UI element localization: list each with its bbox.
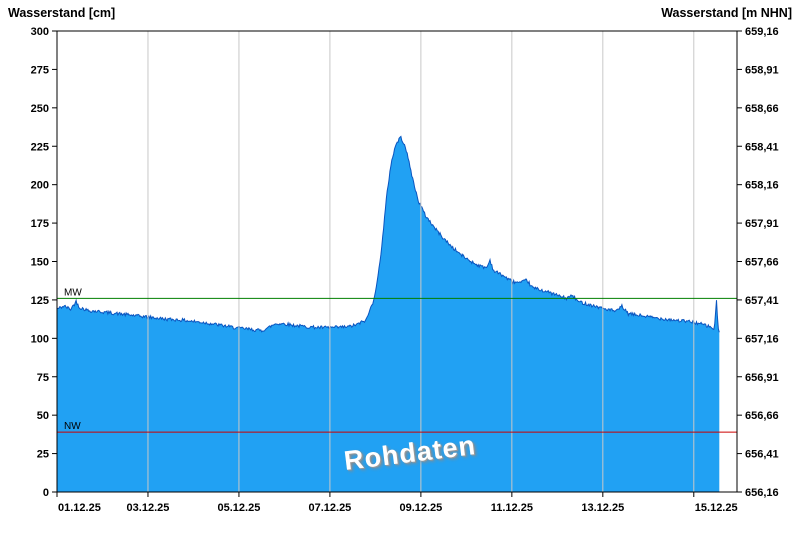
left-axis-tick-label: 0 [43, 487, 49, 499]
x-axis-tick-label: 07.12.25 [308, 502, 351, 514]
right-axis-tick-label: 656,91 [745, 372, 779, 384]
left-axis-tick-label: 300 [31, 26, 49, 38]
reference-line-label-nw: NW [64, 421, 81, 432]
x-axis-tick-label: 13.12.25 [581, 502, 624, 514]
right-axis-tick-label: 658,66 [745, 103, 779, 115]
left-axis-tick-label: 275 [31, 64, 49, 76]
x-axis-tick-label: 11.12.25 [491, 502, 533, 514]
right-axis-tick-label: 659,16 [745, 26, 779, 38]
left-axis-title: Wasserstand [cm] [8, 6, 116, 20]
x-axis-tick-label: 01.12.25 [58, 502, 101, 514]
right-axis-tick-label: 658,91 [745, 64, 779, 76]
right-axis-tick-label: 657,91 [745, 218, 779, 230]
right-axis-tick-label: 658,16 [745, 180, 779, 192]
right-axis-tick-label: 656,66 [745, 410, 779, 422]
left-axis-tick-label: 225 [31, 141, 49, 153]
left-axis-tick-label: 25 [37, 449, 49, 461]
left-axis-tick-label: 100 [31, 333, 49, 345]
left-axis-tick-label: 50 [37, 410, 49, 422]
x-axis-tick-label: 05.12.25 [218, 502, 261, 514]
right-axis-tick-label: 657,66 [745, 257, 779, 269]
left-axis-tick-label: 75 [37, 372, 49, 384]
water-level-line [56, 135, 720, 333]
right-axis-title: Wasserstand [m NHN] [661, 6, 792, 20]
x-axis-tick-label: 15.12.25 [695, 502, 738, 514]
reference-line-label-mw: MW [64, 287, 82, 298]
left-axis-tick-label: 125 [31, 295, 49, 307]
right-axis-tick-label: 656,41 [745, 449, 779, 461]
left-axis-tick-label: 200 [31, 180, 49, 192]
right-axis-tick-label: 657,16 [745, 333, 779, 345]
right-axis-tick-label: 656,16 [745, 487, 779, 499]
right-axis-tick-label: 658,41 [745, 141, 779, 153]
left-axis-tick-label: 175 [31, 218, 49, 230]
right-axis-tick-label: 657,41 [745, 295, 779, 307]
left-axis-tick-label: 150 [31, 257, 49, 269]
left-axis-tick-label: 250 [31, 103, 49, 115]
water-level-area [57, 136, 720, 492]
x-axis-tick-label: 09.12.25 [399, 502, 442, 514]
x-axis-tick-label: 03.12.25 [127, 502, 170, 514]
